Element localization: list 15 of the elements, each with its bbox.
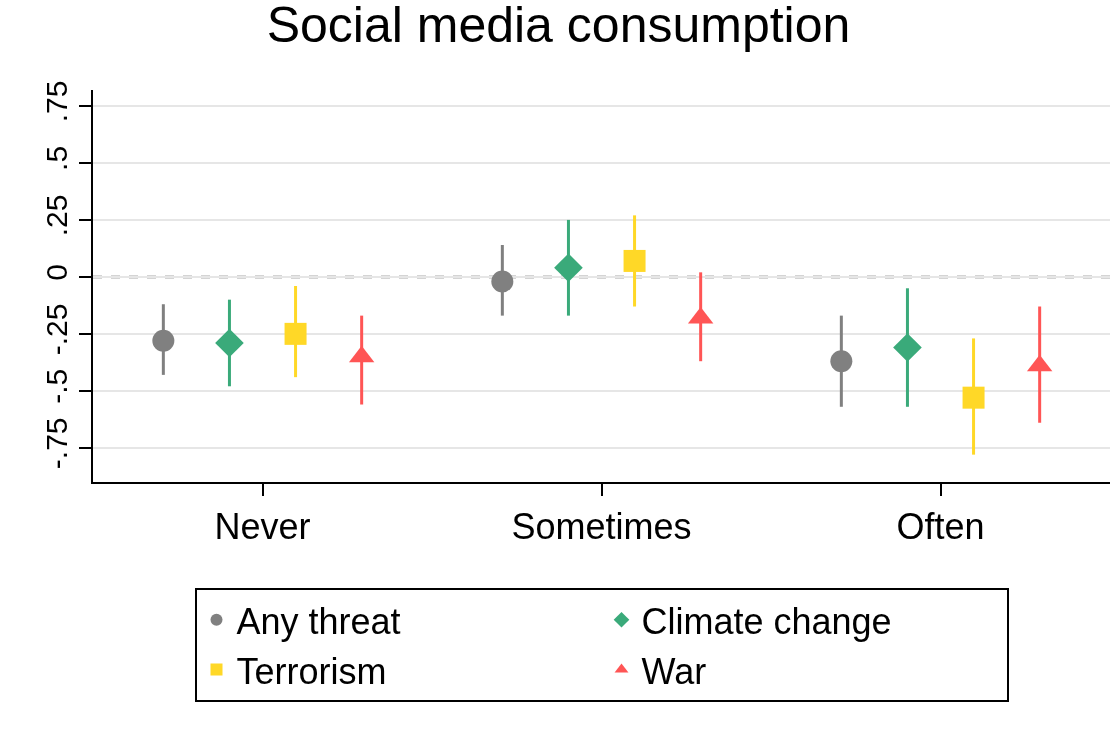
legend-label: Terrorism xyxy=(236,650,387,692)
chart-title: Social media consumption xyxy=(266,0,851,54)
y-tick-label: .75 xyxy=(40,80,73,123)
y-tick-label: -.5 xyxy=(40,368,73,404)
legend-label: War xyxy=(641,650,707,692)
x-tick-label: Never xyxy=(214,506,311,548)
y-tick-label: .25 xyxy=(40,194,73,237)
legend-label: Climate change xyxy=(641,600,892,642)
y-tick-label: -.25 xyxy=(40,303,73,356)
y-tick-label: .5 xyxy=(40,145,73,171)
x-tick-label: Sometimes xyxy=(511,506,692,548)
y-tick-label: -.75 xyxy=(40,417,73,470)
x-tick-label: Often xyxy=(896,506,985,548)
legend-label: Any threat xyxy=(236,600,401,642)
y-tick-label: 0 xyxy=(40,264,73,281)
